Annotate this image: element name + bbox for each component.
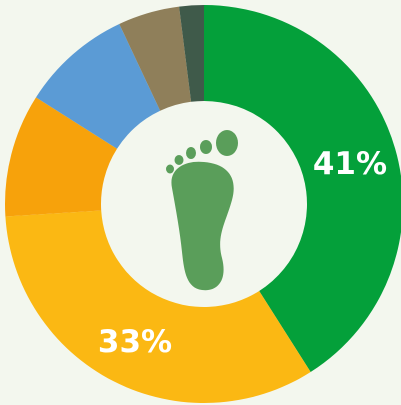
slice xyxy=(119,6,192,111)
slice xyxy=(35,23,161,149)
slices xyxy=(5,5,401,404)
slice xyxy=(179,5,204,102)
slice xyxy=(204,5,401,373)
value-label: 41% xyxy=(313,146,387,182)
value-label: 33% xyxy=(98,324,172,360)
slice xyxy=(5,210,311,404)
slice xyxy=(5,97,118,217)
foot-icon xyxy=(166,130,238,291)
